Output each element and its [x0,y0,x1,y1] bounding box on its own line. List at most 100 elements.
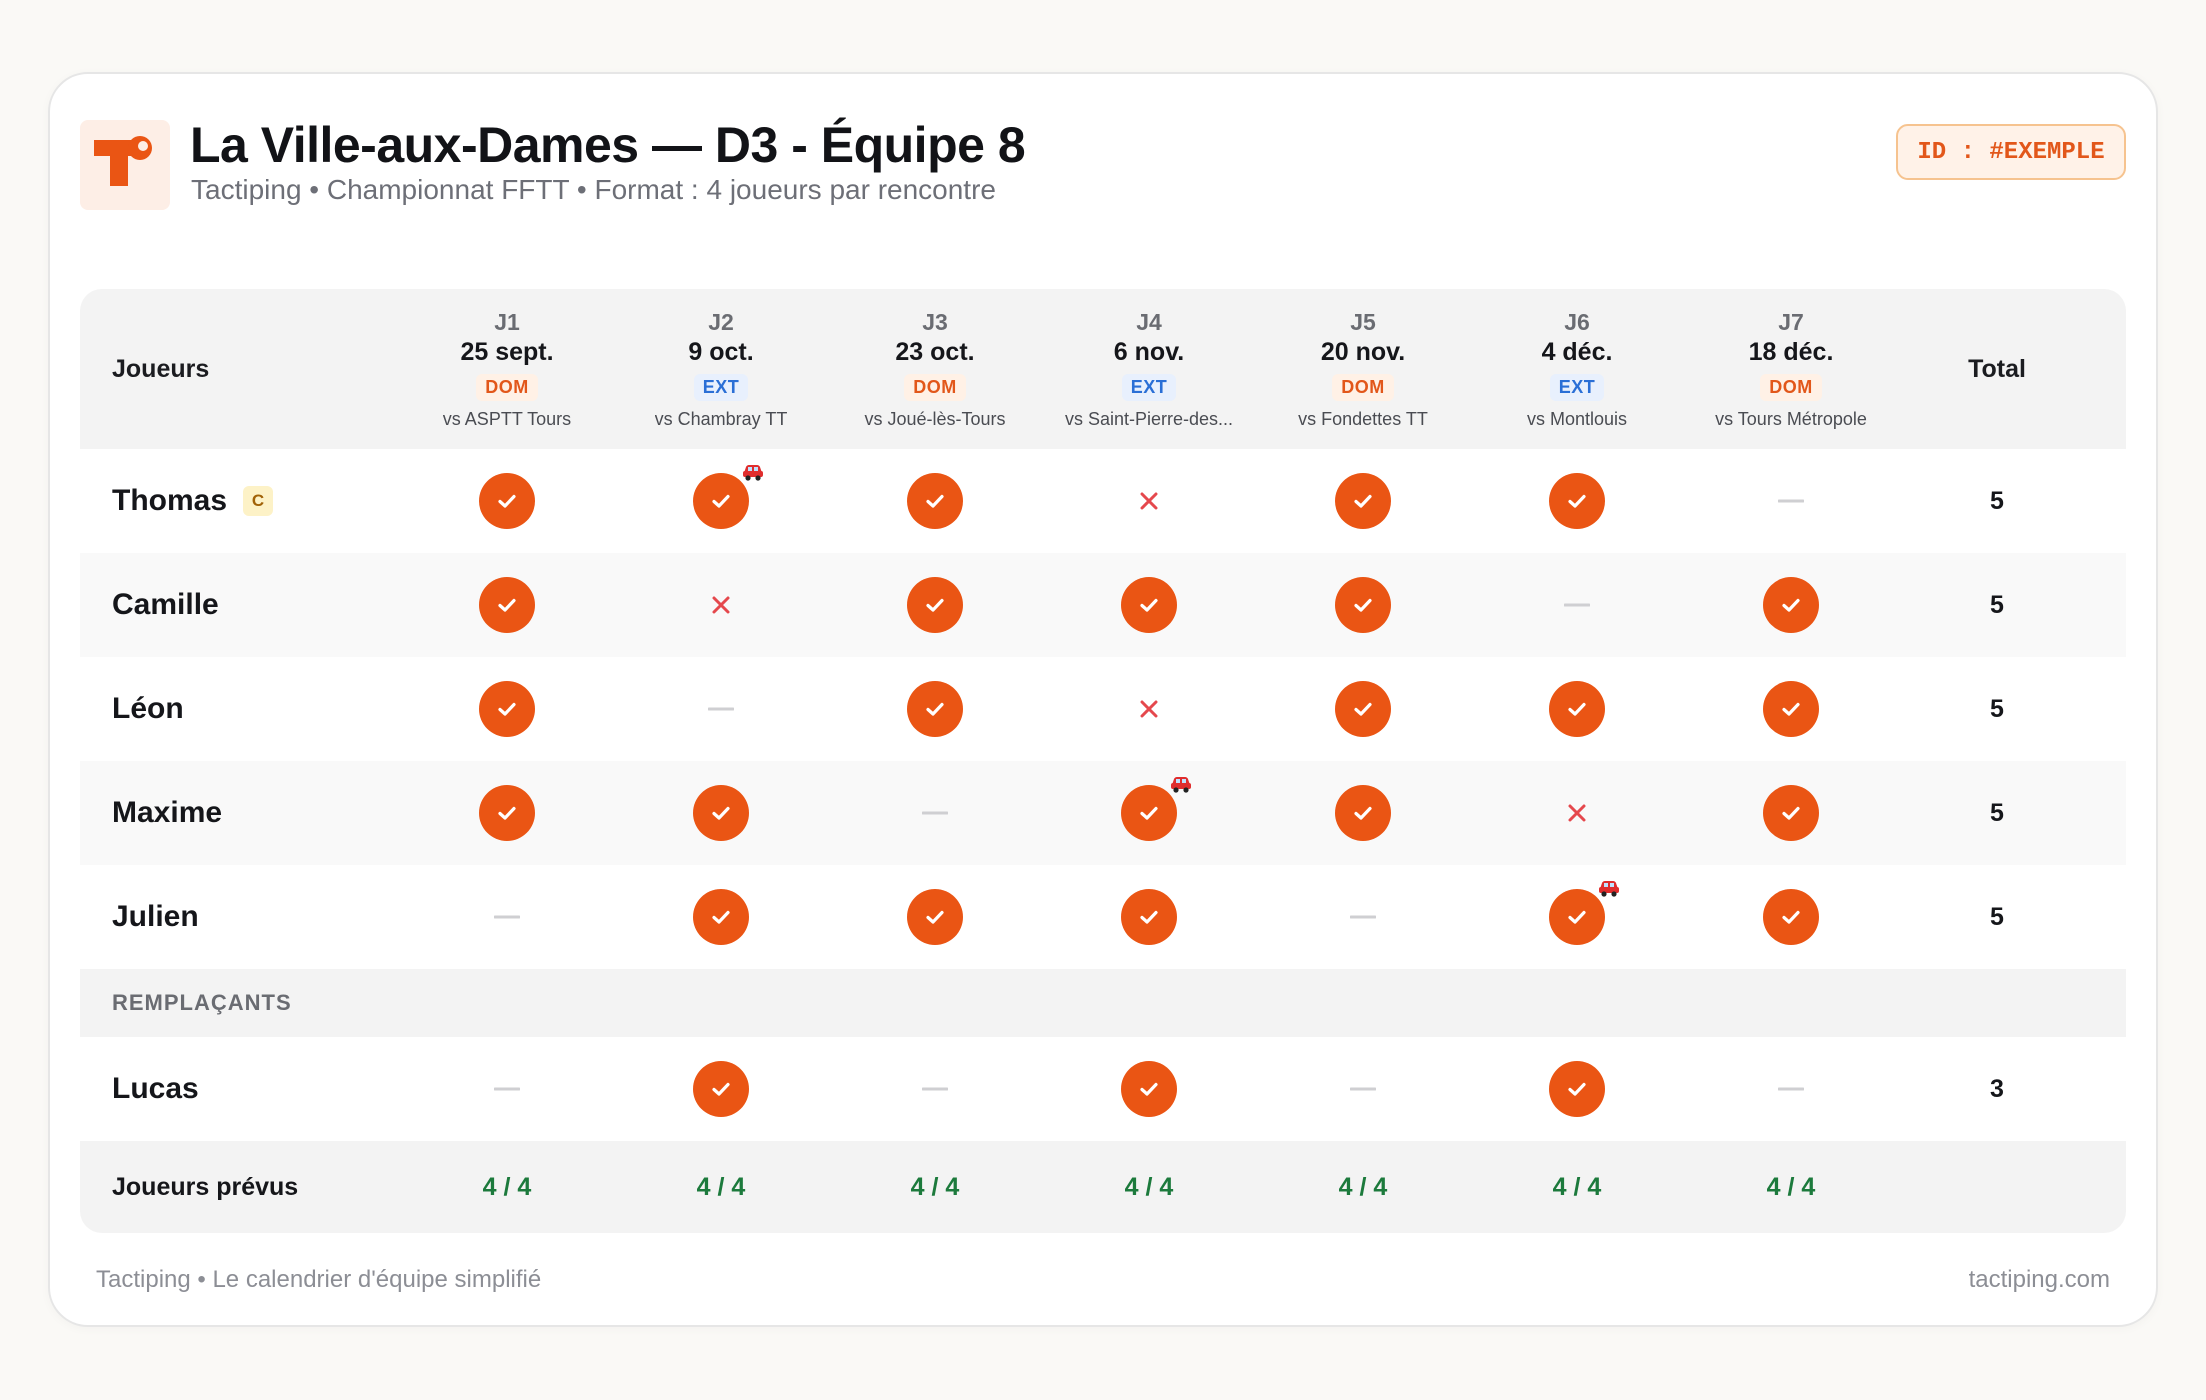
availability-cell[interactable] [614,889,828,945]
availability-cell[interactable] [614,1061,828,1117]
availability-cell[interactable] [1684,681,1898,737]
player-name[interactable]: Maxime [112,796,400,830]
availability-cell[interactable] [1470,681,1684,737]
player-total: 5 [1898,903,2126,932]
match-column-header[interactable]: J5 20 nov. DOM vs Fondettes TT [1256,308,1470,430]
team-id-badge[interactable]: ID : #EXEMPLE [1896,124,2126,180]
match-column-header[interactable]: J7 18 déc. DOM vs Tours Métropole [1684,308,1898,430]
availability-cell[interactable] [1042,1061,1256,1117]
availability-cell[interactable] [1470,802,1684,824]
player-name[interactable]: Camille [112,588,400,622]
check-circle-icon[interactable] [1121,777,1191,841]
availability-cell[interactable] [614,706,828,712]
availability-cell[interactable] [828,1086,1042,1092]
player-name-text: Thomas [112,484,228,517]
match-column-header[interactable]: J4 6 nov. EXT vs Saint-Pierre-des... [1042,308,1256,430]
availability-cell[interactable] [1470,602,1684,608]
availability-cell[interactable] [1684,1086,1898,1092]
check-circle-icon[interactable] [1335,473,1391,529]
availability-cell[interactable] [614,594,828,616]
availability-cell[interactable] [1042,577,1256,633]
availability-cell[interactable] [1042,698,1256,720]
availability-cell[interactable] [400,473,614,529]
availability-cell[interactable] [1684,785,1898,841]
availability-cell[interactable] [1256,914,1470,920]
check-circle-icon[interactable] [1121,1061,1177,1117]
player-name[interactable]: Lucas [112,1072,400,1106]
availability-cell[interactable] [828,681,1042,737]
check-circle-icon[interactable] [479,681,535,737]
availability-cell[interactable] [1684,498,1898,504]
match-column-header[interactable]: J6 4 déc. EXT vs Montlouis [1470,308,1684,430]
availability-cell[interactable] [828,577,1042,633]
check-circle-icon[interactable] [1549,681,1605,737]
availability-cell[interactable] [400,914,614,920]
check-circle-icon[interactable] [693,465,763,529]
player-name[interactable]: Léon [112,692,400,726]
check-circle-icon[interactable] [693,889,749,945]
availability-cell[interactable] [1684,577,1898,633]
match-column-header[interactable]: J2 9 oct. EXT vs Chambray TT [614,308,828,430]
availability-cell[interactable] [400,785,614,841]
availability-cell[interactable] [1042,490,1256,512]
player-total-value: 5 [1990,486,2004,515]
availability-cell[interactable] [400,577,614,633]
check-circle-icon[interactable] [693,785,749,841]
check-circle-icon[interactable] [1763,577,1819,633]
availability-cell[interactable] [828,810,1042,816]
check-circle-icon[interactable] [1335,577,1391,633]
availability-cell[interactable] [1256,1086,1470,1092]
planned-count: 4 / 4 [1766,1172,1816,1201]
check-circle-icon[interactable] [1121,889,1177,945]
footer-link[interactable]: tactiping.com [1968,1266,2110,1293]
match-column-header[interactable]: J1 25 sept. DOM vs ASPTT Tours [400,308,614,430]
check-circle-icon[interactable] [479,473,535,529]
check-circle-icon[interactable] [1549,473,1605,529]
check-circle-icon[interactable] [1549,1061,1605,1117]
availability-cell[interactable] [828,473,1042,529]
opponent-label: vs Chambray TT [654,409,788,429]
availability-cell[interactable] [1256,785,1470,841]
player-name[interactable]: Julien [112,900,400,934]
availability-cell[interactable] [400,681,614,737]
check-circle-icon[interactable] [479,785,535,841]
table-row: Lucas 3 [80,1037,2126,1141]
availability-cell[interactable] [1042,889,1256,945]
match-date: 23 oct. [895,338,975,366]
table-row: Julien 5 [80,865,2126,969]
check-circle-icon[interactable] [1763,889,1819,945]
player-total-value: 5 [1990,694,2004,723]
check-circle-icon[interactable] [907,577,963,633]
availability-cell[interactable] [828,889,1042,945]
availability-cell[interactable] [1684,889,1898,945]
availability-cell[interactable] [1470,473,1684,529]
player-name-text: Camille [112,588,219,621]
check-circle-icon[interactable] [1335,681,1391,737]
check-circle-icon[interactable] [1549,881,1619,945]
check-circle-icon[interactable] [693,1061,749,1117]
player-name[interactable]: Thomas C [112,484,400,518]
check-circle-icon[interactable] [907,473,963,529]
opponent-label: vs Joué-lès-Tours [864,409,1006,429]
check-circle-icon[interactable] [479,577,535,633]
availability-cell[interactable] [1042,777,1256,841]
availability-cell[interactable] [614,785,828,841]
availability-cell[interactable] [1256,473,1470,529]
check-circle-icon[interactable] [907,889,963,945]
availability-cell[interactable] [1256,577,1470,633]
dash-icon [1350,914,1376,920]
availability-cell[interactable] [400,1086,614,1092]
table-header-row: Joueurs J1 25 sept. DOM vs ASPTT Tours J2 9 o… [80,289,2126,449]
availability-cell[interactable] [1470,1061,1684,1117]
check-circle-icon[interactable] [1121,577,1177,633]
availability-cell[interactable] [1256,681,1470,737]
availability-cell[interactable] [614,465,828,529]
check-circle-icon[interactable] [1763,785,1819,841]
check-circle-icon[interactable] [907,681,963,737]
check-circle-icon[interactable] [1763,681,1819,737]
match-date: 18 déc. [1748,338,1834,366]
planned-count-cell: 4 / 4 [1684,1173,1898,1202]
availability-cell[interactable] [1470,881,1684,945]
check-circle-icon[interactable] [1335,785,1391,841]
match-column-header[interactable]: J3 23 oct. DOM vs Joué-lès-Tours [828,308,1042,430]
